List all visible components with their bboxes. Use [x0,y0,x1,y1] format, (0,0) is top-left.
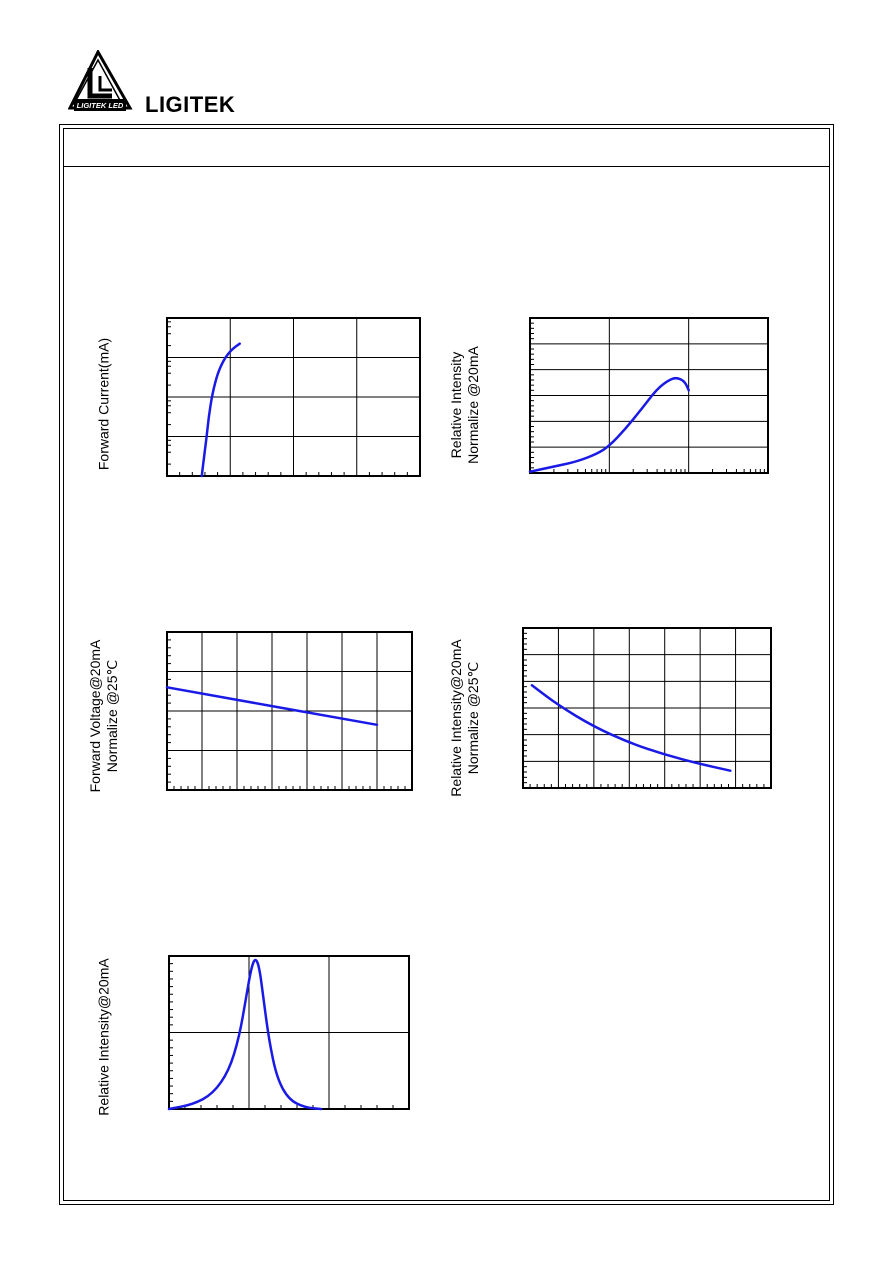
title-row [63,128,830,167]
plot-border [166,317,421,477]
chart-plot-area [166,317,421,478]
ylabel-relative-intensity-current: Relative Intensity Normalize @20mA [448,346,481,464]
chart-plot-area [165,631,413,791]
chart-plot-area [528,317,769,474]
plot-border [529,317,769,474]
series-line [530,684,732,772]
chart-forward-voltage-temp [165,631,413,791]
plot-border [522,627,772,789]
plot-border [166,631,413,791]
series-line [528,376,690,473]
chart-relative-intensity-temp [522,627,772,789]
brand-name: LIGITEK [145,92,236,117]
series-line [167,958,323,1111]
ylabel-forward-voltage-temp: Forward Voltage@20mA Normalize @25℃ [87,639,120,793]
page-frame-outer [59,124,834,1205]
plot-border [168,955,410,1110]
ylabel-forward-current: Forward Current(mA) [95,337,112,471]
chart-plot-area [167,955,410,1111]
page-frame-inner [63,128,830,1201]
header: LIGITEK LED LIGITEK [68,50,268,120]
chart-relative-intensity-wavelength [167,955,410,1111]
logo-text: LIGITEK LED [77,101,124,110]
chart-relative-intensity-current [528,317,769,474]
ligitek-logo: LIGITEK LED [68,50,133,111]
chart-plot-area [522,627,772,789]
ylabel-relative-intensity-wavelength: Relative Intensity@20mA [95,958,112,1116]
series-line [200,342,241,478]
chart-forward-current [166,317,421,478]
series-line [165,686,379,727]
ylabel-relative-intensity-temp: Relative Intensity@20mA Normalize @25℃ [448,639,481,797]
